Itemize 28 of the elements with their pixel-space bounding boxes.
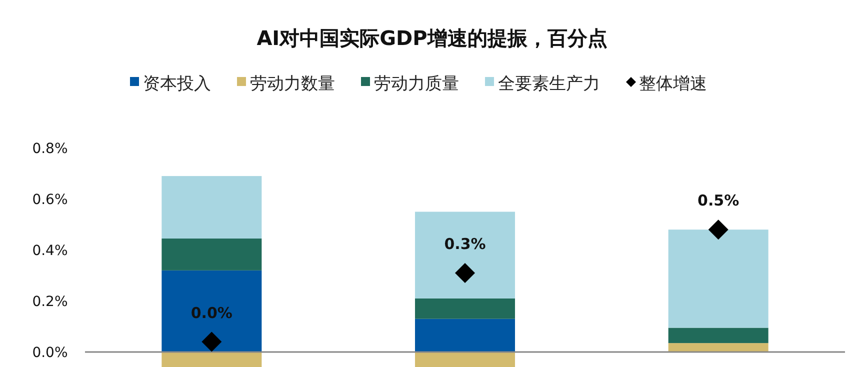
legend-label: 全要素生产力 [498,74,600,94]
legend-label: 整体增速 [639,74,707,94]
point [708,220,728,240]
legend-label: 资本投入 [143,74,211,94]
y-tick-label: 0.8% [32,141,68,157]
bar [162,238,262,270]
bar [415,298,515,319]
point [455,262,475,283]
y-tick-label: 0.0% [32,345,68,361]
bar [415,212,515,298]
y-tick-label: 0.4% [32,243,68,259]
y-tick-label: 0.6% [32,192,68,208]
bar [415,318,515,352]
y-tick-label: 0.2% [32,294,68,310]
point [202,332,222,352]
bar [668,343,768,352]
legend-label: 劳动力数量 [250,74,335,94]
legend-label: 劳动力质量 [374,74,459,94]
data-label: 0.3% [444,234,486,253]
bar [162,352,262,367]
bar [162,176,262,239]
bar [668,328,768,344]
bar [415,352,515,367]
bar [668,230,768,328]
bar [162,270,262,352]
data-label: 0.5% [698,192,740,210]
data-label: 0.0% [190,304,232,322]
chart-title: AI对中国实际GDP增速的提振，百分点 [256,26,608,50]
